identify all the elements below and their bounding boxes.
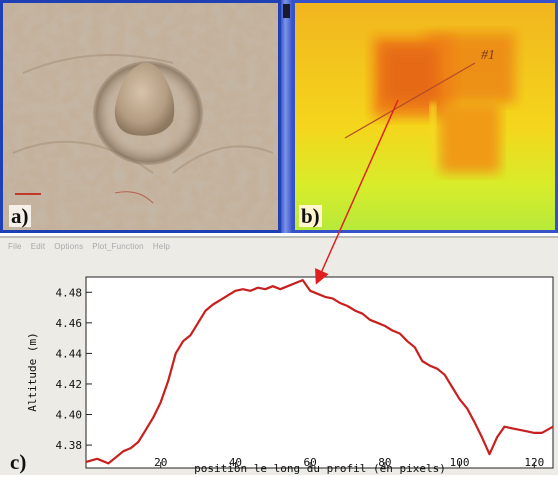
divider-knob[interactable]	[283, 4, 290, 18]
profile-label: #1	[481, 48, 495, 63]
menu-bar: File Edit Options Plot_Function Help	[8, 242, 170, 251]
y-tick-label: 4.44	[56, 347, 83, 360]
altitude-series-line	[85, 279, 554, 465]
plot-window: File Edit Options Plot_Function Help 4.3…	[0, 236, 558, 475]
y-tick-label: 4.40	[56, 409, 83, 422]
y-axis-label: Altitude (m)	[26, 332, 39, 411]
panel-b-label: b)	[299, 204, 322, 228]
menu-edit[interactable]: Edit	[30, 242, 46, 251]
x-tick-label: 60	[304, 456, 317, 469]
panel-a-label: a)	[9, 204, 31, 228]
y-tick-label: 4.38	[56, 439, 83, 452]
y-tick-label: 4.42	[56, 378, 83, 391]
panel-c-label: c)	[10, 450, 27, 474]
tick-labels: 4.38 4.40 4.42 4.44 4.46 4.48 20 40 60 80 100 120	[56, 286, 545, 469]
photo-panel: a)	[0, 0, 281, 233]
elevation-map-panel: #1 b)	[292, 0, 558, 233]
x-tick-label: 120	[524, 456, 544, 469]
menu-options[interactable]: Options	[54, 242, 84, 251]
x-tick-label: 40	[229, 456, 242, 469]
plot-area	[85, 276, 554, 469]
panel-divider[interactable]	[281, 0, 292, 233]
menu-plot-function[interactable]: Plot_Function	[92, 242, 144, 251]
x-tick-label: 20	[154, 456, 167, 469]
menu-help[interactable]: Help	[152, 242, 171, 251]
x-tick-label: 80	[378, 456, 391, 469]
menu-file[interactable]: File	[8, 242, 22, 251]
elevation-map: #1	[295, 3, 555, 230]
x-tick-label: 100	[450, 456, 470, 469]
y-tick-label: 4.48	[56, 286, 83, 299]
axis-ticks	[86, 291, 535, 468]
x-axis-label: position le long du profil (en pixels)	[194, 462, 446, 475]
sand-photo	[3, 3, 278, 230]
altitude-profile-chart: 4.38 4.40 4.42 4.44 4.46 4.48 20 40 60 80 100 120 p…	[26, 276, 554, 475]
y-tick-label: 4.46	[56, 317, 83, 330]
